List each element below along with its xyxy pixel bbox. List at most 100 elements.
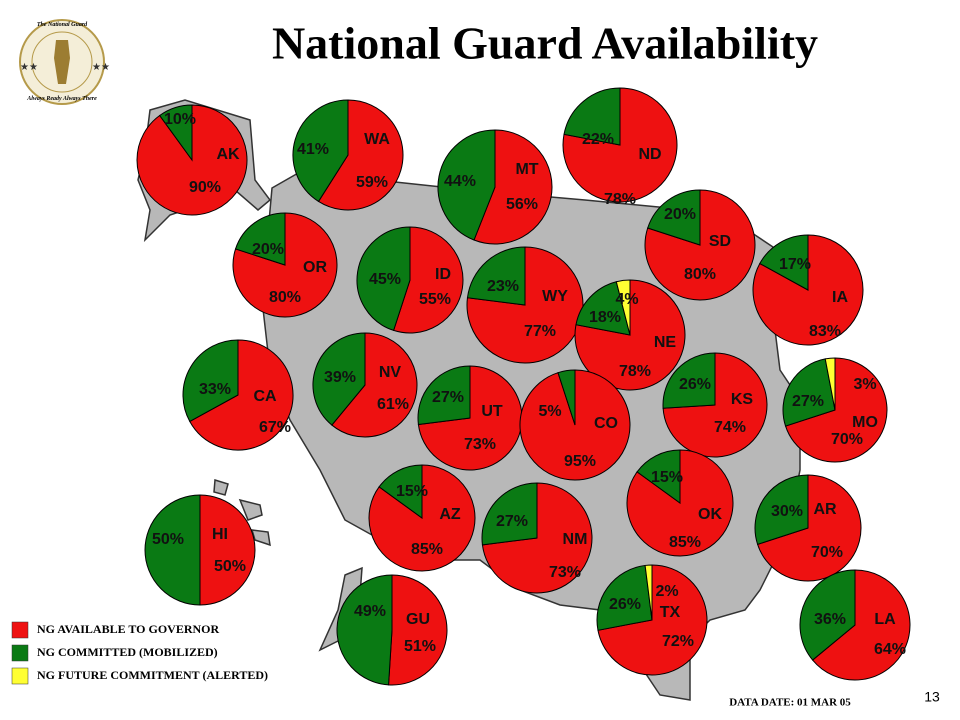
page-number: 13: [924, 689, 940, 705]
value-label: 27%: [496, 513, 528, 530]
pie-slice: [292, 99, 349, 203]
pie-slice: [756, 474, 862, 582]
value-label: 27%: [792, 393, 824, 410]
pie: WY 77% 23%: [466, 246, 584, 364]
pie-slice: [596, 564, 653, 631]
pie-slice: [662, 352, 716, 409]
pie-slice: [392, 226, 464, 334]
pie: KS 74% 26%: [662, 352, 768, 458]
pie: ND 78% 22%: [562, 87, 678, 208]
state-label: AR: [813, 501, 837, 518]
pie-slice: [636, 449, 681, 504]
value-label: 95%: [564, 453, 596, 470]
pie: NV 61% 39%: [312, 332, 418, 438]
pie-slice: [232, 212, 338, 318]
pies: AK 90% 10% WA 59% 41% MT 56% 44% ND 78% 22% SD 80% 20%…: [136, 87, 911, 686]
value-label: 70%: [831, 431, 863, 448]
value-label: 17%: [779, 256, 811, 273]
pie-slice: [189, 339, 294, 451]
pie: HI 50% 50%: [144, 494, 256, 606]
pie-slice: [644, 564, 653, 621]
stars: ★★: [92, 62, 110, 73]
pie-slice: [481, 482, 538, 546]
pie-slice: [557, 369, 576, 426]
value-label: 36%: [814, 611, 846, 628]
pie-slice: [158, 104, 193, 162]
value-label: 55%: [419, 291, 451, 308]
legend: NG AVAILABLE TO GOVERNOR NG COMMITTED (MO…: [11, 621, 268, 685]
value-label: 39%: [324, 369, 356, 386]
state-label: WA: [364, 131, 390, 148]
logo-bottom: Always Ready Always There: [26, 96, 97, 102]
value-label: 59%: [356, 174, 388, 191]
state-label: MT: [515, 161, 538, 178]
legend-swatch: [11, 644, 29, 662]
value-label: 15%: [396, 483, 428, 500]
pie-slice: [782, 358, 836, 427]
pie: UT 73% 27%: [417, 365, 523, 471]
state-label: CO: [594, 415, 618, 432]
value-label: 56%: [506, 196, 538, 213]
pie: GU 51% 49%: [336, 574, 448, 686]
pie-slice: [473, 129, 553, 245]
pie-slice: [317, 99, 404, 211]
pie-slice: [824, 357, 836, 411]
value-label: 5%: [538, 403, 561, 420]
value-label: 67%: [259, 419, 291, 436]
value-label: 85%: [669, 534, 701, 551]
state-label: ND: [638, 146, 661, 163]
state-label: KS: [731, 391, 754, 408]
value-label: 45%: [369, 271, 401, 288]
value-label: 73%: [464, 436, 496, 453]
value-label: 2%: [655, 583, 678, 600]
value-label: 51%: [404, 638, 436, 655]
logo: The National Guard Always Ready Always T…: [19, 19, 110, 105]
pie: WA 59% 41%: [292, 99, 404, 211]
value-label: 33%: [199, 381, 231, 398]
pie-slice: [811, 569, 911, 681]
pie: MT 56% 44%: [437, 129, 553, 245]
value-label: 77%: [524, 323, 556, 340]
state-label: NE: [654, 334, 677, 351]
pie-slice: [563, 87, 621, 146]
value-label: 80%: [684, 266, 716, 283]
value-label: 78%: [604, 191, 636, 208]
pie-slice: [466, 246, 584, 364]
pie: CA 67% 33%: [182, 339, 294, 451]
state-label: LA: [874, 611, 896, 628]
value-label: 18%: [589, 309, 621, 326]
pie-slice: [331, 332, 418, 438]
pie: AZ 85% 15%: [368, 464, 476, 572]
state-label: SD: [709, 233, 731, 250]
value-label: 26%: [679, 376, 711, 393]
state-label: CA: [253, 388, 277, 405]
pie-slice: [388, 574, 448, 686]
value-label: 90%: [189, 179, 221, 196]
value-label: 61%: [377, 396, 409, 413]
state-label: NV: [379, 364, 402, 381]
state-label: ID: [435, 266, 451, 283]
legend-swatch: [11, 667, 29, 685]
legend-label: NG AVAILABLE TO GOVERNOR: [37, 622, 220, 636]
pie-slice: [182, 339, 239, 423]
value-label: 4%: [615, 291, 638, 308]
pie-slice: [437, 129, 496, 241]
value-label: 50%: [152, 531, 184, 548]
state-label: IA: [832, 289, 848, 306]
pie-slice: [575, 281, 631, 336]
value-label: 73%: [549, 564, 581, 581]
value-label: 78%: [619, 363, 651, 380]
pie: OK 85% 15%: [626, 449, 734, 557]
pie: AR 70% 30%: [754, 474, 862, 582]
pie: CO 95% 5%: [519, 369, 631, 481]
pie-slice: [466, 246, 526, 306]
value-label: 41%: [297, 141, 329, 158]
legend-swatch: [11, 621, 29, 639]
state-label: UT: [481, 403, 503, 420]
state-label: HI: [212, 526, 228, 543]
pie-slice: [562, 87, 678, 203]
